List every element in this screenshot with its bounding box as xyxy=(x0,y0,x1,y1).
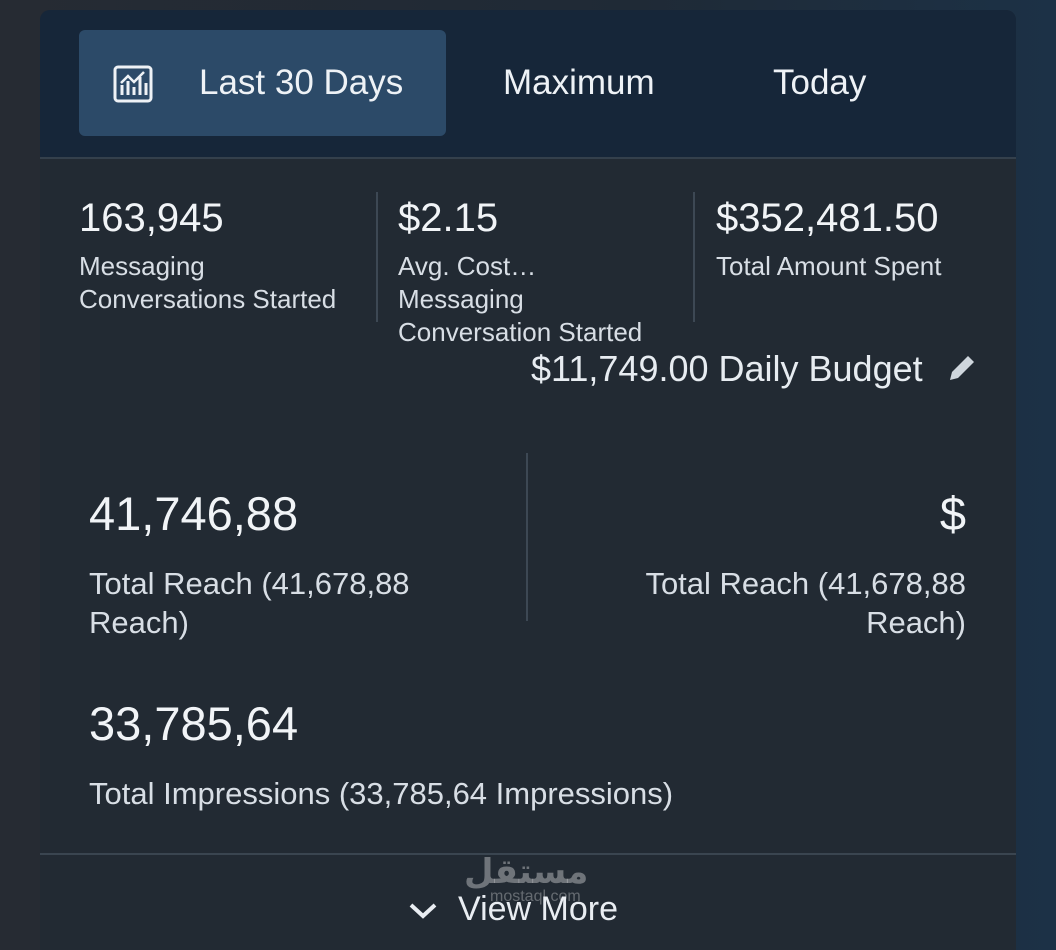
view-more-label: View More xyxy=(458,890,618,928)
tab-maximum[interactable]: Maximum xyxy=(503,30,655,136)
watermark-site: mostaql.com xyxy=(490,888,581,905)
stat-value: 163,945 xyxy=(79,196,224,240)
impressions-label: Total Impressions (33,785,64 Impressions… xyxy=(89,776,674,811)
label-line: Conversation Started xyxy=(398,317,643,347)
label-line: Messaging xyxy=(79,251,205,281)
chart-icon xyxy=(113,65,153,103)
label-line: Reach) xyxy=(866,605,966,640)
label-line: Messaging xyxy=(398,284,524,314)
tab-today[interactable]: Today xyxy=(773,30,866,136)
reach-value: 41,746,88 xyxy=(89,487,299,540)
reach-label: Total Reach (41,678,88 Reach) xyxy=(89,564,410,642)
stat-label: Total Amount Spent xyxy=(716,250,941,283)
footer-divider xyxy=(40,853,1016,855)
stat-label: Avg. Cost… Messaging Conversation Starte… xyxy=(398,250,642,349)
label-line: Total Amount Spent xyxy=(716,251,942,281)
tab-last-30-days[interactable]: Last 30 Days xyxy=(79,30,446,136)
edit-icon[interactable] xyxy=(946,352,978,384)
divider xyxy=(376,192,378,322)
divider xyxy=(693,192,695,322)
reach-label: Total Reach (41,678,88 Reach) xyxy=(645,564,966,642)
view-more-button[interactable]: View More xyxy=(408,890,618,929)
stat-label: Messaging Conversations Started xyxy=(79,250,336,316)
label-line: Total Reach (41,678,88 xyxy=(89,566,410,601)
tab-label: Last 30 Days xyxy=(199,63,404,102)
label-line: Total Reach (41,678,88 xyxy=(645,566,966,601)
tab-label: Today xyxy=(773,63,867,102)
stat-value: $352,481.50 xyxy=(716,196,939,240)
tab-label: Maximum xyxy=(503,63,655,102)
label-line: Conversations Started xyxy=(79,284,337,314)
reach-value: $ xyxy=(939,487,966,540)
label-line: Avg. Cost… xyxy=(398,251,537,281)
divider xyxy=(526,453,528,621)
watermark-arabic: مستقل xyxy=(464,853,589,891)
stats-panel: Last 30 Days Maximum Today 163,945 Messa… xyxy=(40,10,1016,950)
tab-bar: Last 30 Days Maximum Today xyxy=(40,10,1016,159)
daily-budget: $11,749.00 Daily Budget xyxy=(531,348,923,389)
chevron-icon xyxy=(409,903,437,919)
stat-value: $2.15 xyxy=(398,196,499,240)
impressions-value: 33,785,64 xyxy=(89,697,299,750)
label-line: Reach) xyxy=(89,605,189,640)
